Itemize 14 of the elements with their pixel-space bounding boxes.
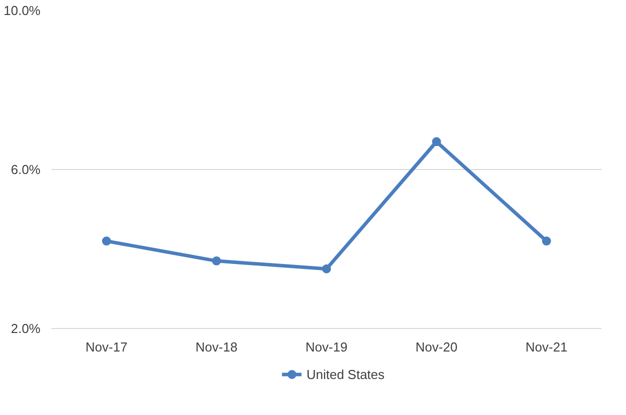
legend-label: United States <box>306 366 385 382</box>
x-tick-label: Nov-17 <box>86 340 128 354</box>
y-tick-label: 2.0% <box>10 321 41 336</box>
y-tick-label: 6.0% <box>10 162 41 177</box>
point <box>432 137 441 146</box>
x-tick-label: Nov-18 <box>196 340 238 354</box>
point <box>322 264 331 274</box>
x-tick-label: Nov-19 <box>306 340 348 354</box>
y-tick-label: 10.0% <box>4 3 41 18</box>
x-tick-label: Nov-21 <box>526 340 568 354</box>
point <box>102 236 111 246</box>
x-tick-label: Nov-20 <box>416 340 458 354</box>
point <box>542 236 551 246</box>
point <box>212 256 221 266</box>
